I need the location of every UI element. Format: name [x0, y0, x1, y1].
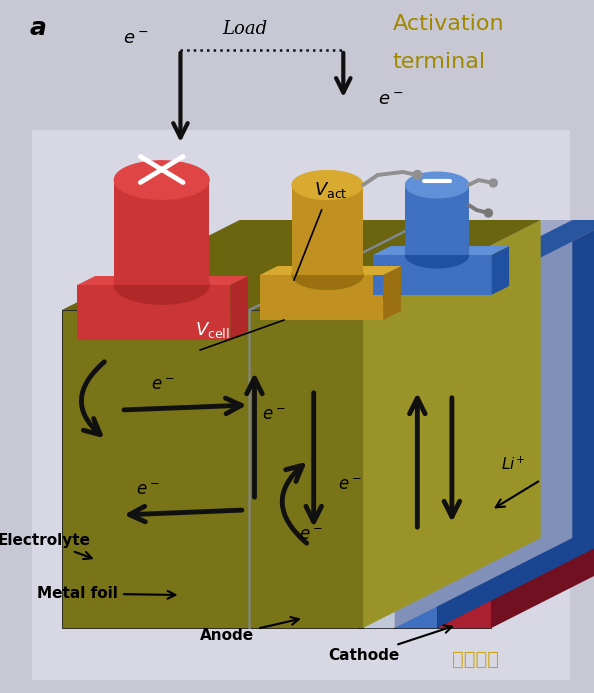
Polygon shape [358, 310, 394, 628]
Polygon shape [230, 276, 248, 340]
Polygon shape [437, 220, 594, 628]
Text: $V_{\rm act}$: $V_{\rm act}$ [314, 180, 347, 200]
Text: Anode: Anode [200, 617, 299, 643]
Polygon shape [358, 220, 572, 310]
Polygon shape [437, 220, 594, 310]
Ellipse shape [489, 179, 497, 187]
Ellipse shape [413, 170, 422, 179]
Polygon shape [292, 170, 363, 200]
Text: $e^-$: $e^-$ [136, 481, 160, 499]
Polygon shape [62, 220, 541, 310]
Polygon shape [115, 266, 209, 304]
Polygon shape [260, 275, 383, 320]
Polygon shape [62, 220, 240, 628]
Polygon shape [115, 161, 209, 199]
Polygon shape [292, 261, 363, 290]
Text: $e^-$: $e^-$ [124, 30, 149, 48]
Polygon shape [363, 220, 541, 628]
Polygon shape [406, 172, 469, 198]
Polygon shape [260, 266, 401, 275]
Polygon shape [437, 310, 491, 628]
Polygon shape [114, 180, 209, 285]
Polygon shape [240, 220, 594, 538]
Text: $V_{\rm cell}$: $V_{\rm cell}$ [195, 320, 230, 340]
Polygon shape [394, 220, 572, 628]
Polygon shape [491, 246, 509, 295]
Text: terminal: terminal [393, 52, 486, 72]
Text: $e^-$: $e^-$ [339, 476, 362, 494]
Text: $e^-$: $e^-$ [151, 376, 175, 394]
Text: Cathode: Cathode [328, 625, 452, 663]
Polygon shape [77, 285, 230, 340]
Polygon shape [292, 185, 363, 275]
Text: Metal foil: Metal foil [37, 586, 175, 601]
Text: Electrolyte: Electrolyte [0, 533, 92, 559]
Polygon shape [393, 220, 594, 310]
Text: $e^-$: $e^-$ [263, 406, 286, 424]
Polygon shape [406, 185, 469, 255]
Polygon shape [62, 310, 363, 628]
Text: Load: Load [222, 20, 267, 38]
Text: Activation: Activation [393, 14, 504, 34]
Text: 攻略大全: 攻略大全 [452, 650, 499, 669]
Polygon shape [383, 266, 401, 320]
Polygon shape [406, 243, 469, 267]
Polygon shape [373, 246, 509, 255]
Text: a: a [30, 16, 46, 40]
Polygon shape [77, 276, 248, 285]
Polygon shape [373, 255, 491, 295]
Text: Li$^+$: Li$^+$ [501, 456, 526, 473]
Text: $e^-$: $e^-$ [378, 91, 403, 109]
Polygon shape [491, 220, 594, 628]
Polygon shape [33, 130, 570, 680]
Ellipse shape [485, 209, 492, 217]
Polygon shape [393, 310, 437, 628]
Text: $e^-$: $e^-$ [299, 526, 323, 544]
Polygon shape [27, 10, 580, 685]
